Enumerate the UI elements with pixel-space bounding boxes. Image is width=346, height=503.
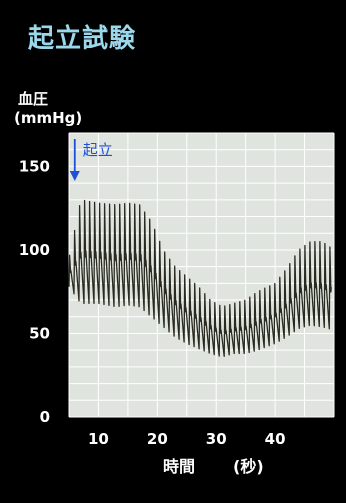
bp-trace	[68, 199, 332, 357]
x-axis-label: 時間	[163, 457, 195, 476]
y-axis-label: 血圧	[18, 90, 48, 108]
x-tick-label: 40	[265, 430, 286, 448]
x-tick-label: 10	[88, 430, 109, 448]
y-tick-label: 100	[19, 241, 50, 259]
y-ticks: 0 50 100 150	[19, 157, 50, 426]
y-tick-label: 150	[19, 157, 50, 175]
standup-annotation: 起立	[83, 141, 113, 159]
x-tick-label: 20	[147, 430, 168, 448]
chart-title: 起立試験	[28, 24, 137, 54]
y-axis-unit: (mmHg)	[14, 109, 82, 127]
standup-arrowhead	[69, 171, 80, 181]
y-tick-label: 0	[40, 408, 50, 426]
x-ticks: 10 20 30 40	[88, 430, 286, 448]
x-tick-label: 30	[206, 430, 227, 448]
x-axis-unit: (秒)	[233, 457, 264, 476]
y-tick-label: 50	[29, 324, 50, 342]
